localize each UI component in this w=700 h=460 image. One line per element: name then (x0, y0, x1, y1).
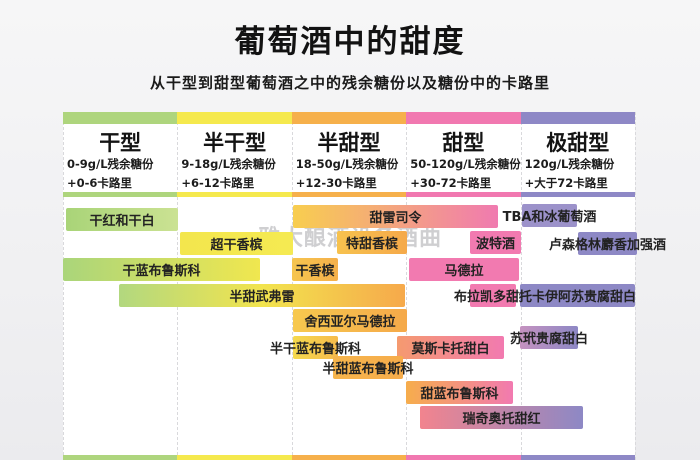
wine-bar-label: 莫斯卡托甜白 (411, 342, 490, 357)
wine-bar: 半干蓝布鲁斯科 (270, 336, 361, 359)
wine-bar: 莫斯卡托甜白 (397, 336, 504, 359)
wine-bar: 马德拉 (409, 258, 519, 281)
column-strip-bottom-icon (291, 192, 407, 197)
column-sugar-label: 9-18g/L残余糖份 (181, 157, 276, 171)
wine-bar: 超干香槟 (180, 232, 293, 255)
wine-bar: 半甜蓝布鲁斯科 (323, 356, 414, 379)
column-calories-label: +6-12卡路里 (181, 176, 255, 190)
wine-bar: 舍西亚尔马德拉 (293, 309, 407, 332)
column-strip-top-icon (291, 112, 407, 124)
wine-bar-label: 干香槟 (295, 264, 335, 279)
column-strip-bottom-icon (406, 192, 521, 197)
wine-bar: TBA和冰葡萄酒 (503, 204, 596, 227)
wine-bar: 甜蓝布鲁斯科 (406, 381, 513, 404)
wine-bar-label: 布拉凯多甜红 (454, 290, 533, 305)
wine-bar: 半甜武弗雷 (119, 284, 405, 307)
wine-bar: 特甜香槟 (337, 231, 407, 254)
column-footer-strip-icon (291, 455, 407, 460)
column-separator (635, 112, 636, 460)
wine-bar: 苏玳贵腐甜白 (510, 326, 588, 349)
column-strip-bottom-icon (177, 192, 292, 197)
column-title: 极甜型 (546, 131, 610, 155)
column-sugar-label: 50-120g/L残余糖份 (410, 157, 521, 171)
column-footer-strip-icon (406, 455, 521, 460)
column-footer-strip-icon (63, 455, 178, 460)
column-title: 甜型 (442, 131, 485, 155)
wine-bar-label: 甜雷司令 (369, 211, 422, 226)
wine-bar-label: 半甜蓝布鲁斯科 (322, 362, 414, 377)
wine-bar: 干香槟 (292, 258, 338, 281)
wine-bar: 瑞奇奥托甜红 (420, 406, 583, 429)
column-title: 半干型 (203, 131, 267, 155)
column-header: 干型 0-9g/L残余糖份 +0-6卡路里 (63, 112, 178, 197)
wine-bar: 托卡伊阿苏贵腐甜白 (519, 284, 637, 307)
column-sugar-label: 120g/L残余糖份 (524, 157, 615, 171)
wine-bar-label: 托卡伊阿苏贵腐甜白 (519, 290, 637, 305)
column-title: 干型 (99, 131, 142, 155)
column-sugar-label: 0-9g/L残余糖份 (67, 157, 154, 171)
column-footer-strip-icon (177, 455, 292, 460)
column-sugar-label: 18-50g/L残余糖份 (295, 157, 399, 171)
column-strip-top-icon (520, 112, 635, 124)
wine-bar-label: 甜蓝布鲁斯科 (420, 387, 499, 402)
wine-bar-label: 波特酒 (475, 237, 515, 252)
column-header: 甜型 50-120g/L残余糖份 +30-72卡路里 (406, 112, 521, 197)
wine-bar-label: 半干蓝布鲁斯科 (270, 342, 362, 357)
sweetness-table: 干型 0-9g/L残余糖份 +0-6卡路里 半干型 9-18g/L残余糖份 +6-12卡路… (63, 112, 666, 460)
wine-bar-label: 干红和干白 (89, 214, 155, 229)
wine-bar: 布拉凯多甜红 (454, 284, 532, 307)
wine-bar-label: 半甜武弗雷 (229, 290, 295, 305)
wine-bar-label: 苏玳贵腐甜白 (510, 332, 589, 347)
column-strip-top-icon (177, 112, 292, 124)
column-strip-bottom-icon (520, 192, 635, 197)
wine-bar-label: TBA和冰葡萄酒 (502, 210, 597, 225)
wine-bar-label: 特甜香槟 (345, 237, 398, 252)
column-footer-strip-icon (520, 455, 635, 460)
wine-bar-label: 超干香槟 (210, 238, 263, 253)
wine-bar: 干蓝布鲁斯科 (63, 258, 260, 281)
wine-bar-label: 舍西亚尔马德拉 (304, 315, 396, 330)
column-header: 半干型 9-18g/L残余糖份 +6-12卡路里 (177, 112, 292, 197)
column-separator (406, 112, 408, 460)
wine-bar-label: 卢森格林麝香加强酒 (549, 238, 667, 253)
page-subtitle: 从干型到甜型葡萄酒之中的残余糖份以及糖份中的卡路里 (149, 74, 550, 92)
wine-bar-label: 干蓝布鲁斯科 (122, 264, 201, 279)
column-title: 半甜型 (317, 131, 381, 155)
column-header: 极甜型 120g/L残余糖份 +大于72卡路里 (520, 112, 635, 197)
column-calories-label: +大于72卡路里 (524, 176, 608, 190)
column-strip-bottom-icon (63, 192, 178, 197)
wine-bar-label: 瑞奇奥托甜红 (462, 412, 541, 427)
column-strip-top-icon (63, 112, 178, 124)
column-calories-label: +0-6卡路里 (67, 176, 132, 190)
wine-bar: 甜雷司令 (293, 205, 498, 228)
wine-bar-label: 马德拉 (444, 264, 484, 279)
column-header: 半甜型 18-50g/L残余糖份 +12-30卡路里 (291, 112, 407, 197)
page-title: 葡萄酒中的甜度 (234, 24, 466, 60)
column-separator (63, 112, 64, 460)
column-calories-label: +30-72卡路里 (410, 176, 492, 190)
column-strip-top-icon (406, 112, 521, 124)
wine-bar: 波特酒 (470, 231, 521, 254)
wine-bar: 卢森格林麝香加强酒 (549, 232, 666, 255)
column-calories-label: +12-30卡路里 (295, 176, 377, 190)
wine-bar: 干红和干白 (66, 208, 178, 231)
